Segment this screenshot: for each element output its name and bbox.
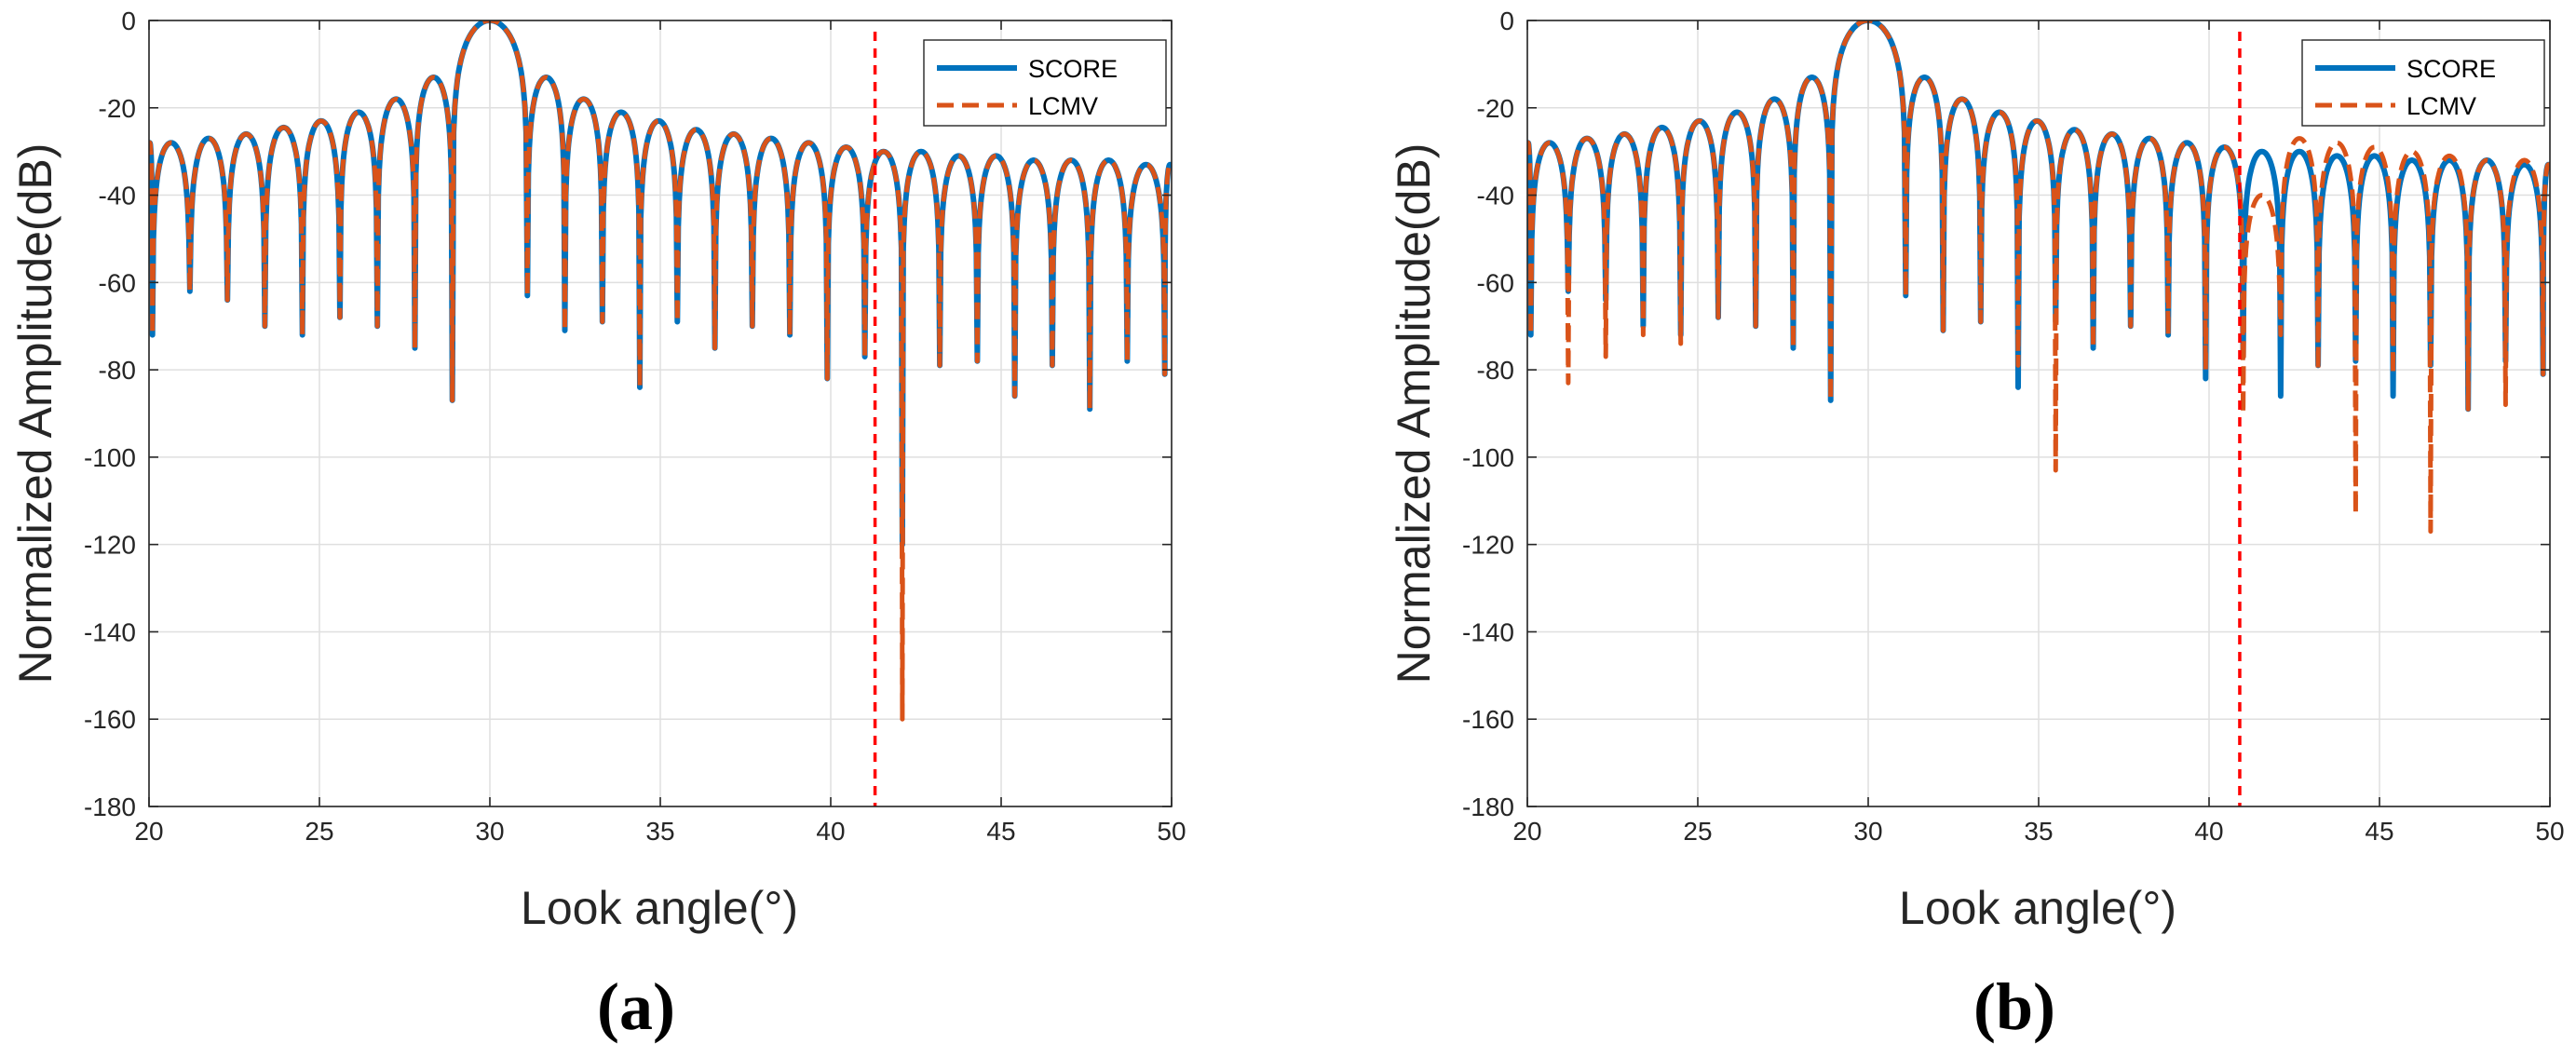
y-tick-label: -120 <box>84 531 136 560</box>
y-tick-label: -60 <box>99 268 136 297</box>
y-tick-label: -80 <box>99 356 136 385</box>
legend: SCORE LCMV <box>923 39 1167 127</box>
legend-label-score: SCORE <box>2407 55 2496 83</box>
y-axis-label: Normalized Amplitude(dB) <box>1388 143 1440 684</box>
y-tick-label: -20 <box>1477 94 1514 123</box>
y-tick-label: -180 <box>84 793 136 821</box>
panel-label: (b) <box>1973 969 2055 1044</box>
y-tick-label: -160 <box>84 705 136 734</box>
chart-panel-b: 20 25 30 35 40 45 50 0 -20 -40 -60 -80 -100 -120 -140 -… <box>1388 7 2565 1044</box>
x-axis-label: Look angle(°) <box>521 882 798 934</box>
y-tick-label: -40 <box>1477 182 1514 210</box>
y-tick-label: -40 <box>99 182 136 210</box>
x-tick-label: 35 <box>2024 817 2053 846</box>
y-tick-label: -60 <box>1477 268 1514 297</box>
x-tick-label: 30 <box>475 817 504 846</box>
y-tick-label: 0 <box>121 7 136 35</box>
y-tick-label: -160 <box>1462 705 1514 734</box>
chart-panel-a: 20 25 30 35 40 45 50 0 -20 -40 -60 -80 -100 -120 -140 -… <box>9 7 1186 1044</box>
y-tick-label: -80 <box>1477 356 1514 385</box>
x-tick-label: 20 <box>134 817 163 846</box>
legend-label-score: SCORE <box>1028 55 1118 83</box>
y-tick-label: -20 <box>99 94 136 123</box>
y-tick-label: 0 <box>1499 7 1514 35</box>
x-axis-label: Look angle(°) <box>1899 882 2176 934</box>
y-tick-label: -180 <box>1462 793 1514 821</box>
x-tick-label: 25 <box>305 817 333 846</box>
panel-label: (a) <box>597 969 675 1044</box>
legend-box <box>2301 39 2545 127</box>
x-tick-label: 45 <box>986 817 1015 846</box>
legend-label-lcmv: LCMV <box>2407 92 2476 120</box>
legend-label-lcmv: LCMV <box>1028 92 1098 120</box>
x-tick-label: 50 <box>1157 817 1186 846</box>
x-tick-label: 40 <box>816 817 845 846</box>
series-line-lcmv <box>1527 20 2550 535</box>
y-tick-label: -120 <box>1462 531 1514 560</box>
x-tick-label: 20 <box>1512 817 1541 846</box>
x-tick-label: 30 <box>1853 817 1882 846</box>
y-axis-label: Normalized Amplitude(dB) <box>9 143 61 684</box>
x-tick-label: 50 <box>2535 817 2564 846</box>
x-tick-label: 25 <box>1683 817 1712 846</box>
y-tick-label: -100 <box>84 443 136 472</box>
x-tick-label: 45 <box>2365 817 2393 846</box>
y-tick-label: -100 <box>1462 443 1514 472</box>
y-tick-label: -140 <box>84 617 136 646</box>
x-tick-label: 40 <box>2194 817 2223 846</box>
x-tick-label: 35 <box>645 817 674 846</box>
legend: SCORE LCMV <box>2301 39 2545 127</box>
legend-box <box>923 39 1167 127</box>
y-tick-label: -140 <box>1462 617 1514 646</box>
series-line-lcmv <box>149 20 1172 722</box>
